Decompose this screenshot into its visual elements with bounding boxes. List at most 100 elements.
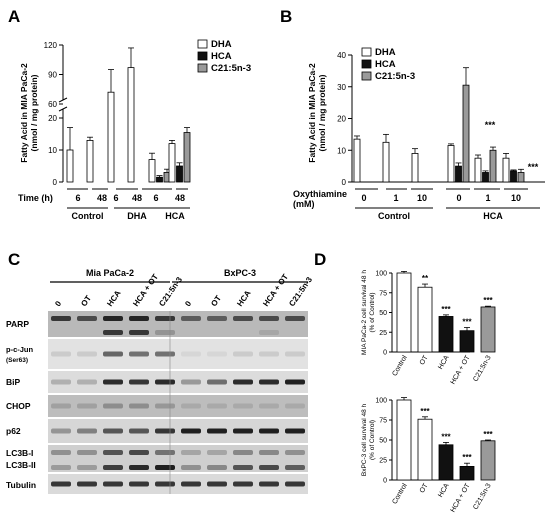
blot-band (259, 351, 279, 357)
blot-band (259, 316, 279, 321)
blot-band (285, 316, 305, 321)
blot-band (155, 351, 175, 357)
time-label: 6 (75, 193, 80, 203)
group-label: Control (72, 211, 104, 221)
panel-letter-d: D (314, 250, 326, 269)
row-label: LC3B-I (6, 448, 33, 458)
lane-label: C21:5n-3 (157, 275, 184, 308)
time-label: 48 (175, 193, 185, 203)
lane-label: 0 (53, 299, 63, 308)
blot-band (207, 481, 227, 487)
blot-band (259, 379, 279, 385)
group-label: Control (378, 211, 410, 221)
dose-label: 0 (361, 193, 366, 203)
y-tick-label: 20 (337, 115, 346, 124)
blot-band (259, 465, 279, 470)
row-label-time: Time (h) (18, 193, 53, 203)
blot-band (233, 428, 253, 434)
y-tick-label: 60 (48, 100, 57, 109)
significance-label: *** (441, 305, 451, 314)
blot-band (259, 481, 279, 487)
legend-swatch (361, 47, 372, 57)
blot-band (285, 379, 305, 385)
bar (474, 157, 482, 183)
legend-label: HCA (211, 51, 232, 62)
y-tick-label: 10 (337, 146, 346, 155)
blot-band (103, 351, 123, 357)
row-label: Tubulin (6, 480, 36, 490)
blot-band (155, 403, 175, 409)
bar (417, 286, 433, 353)
legend-label: DHA (375, 47, 396, 58)
blot-band (233, 379, 253, 385)
blot-band (181, 450, 201, 455)
blot-band (181, 379, 201, 385)
bar (480, 306, 496, 353)
significance-label: *** (483, 430, 493, 439)
blot-band (181, 351, 201, 357)
y-tick-label: 50 (379, 438, 387, 445)
blot-band (77, 379, 97, 385)
blot-band (155, 481, 175, 487)
blot-band (129, 450, 149, 455)
panel-letter-a: A (8, 7, 20, 26)
y-tick-label: 100 (375, 398, 387, 405)
group-label: DHA (127, 211, 147, 221)
blot-band (285, 450, 305, 455)
bar (183, 132, 191, 183)
significance-label: *** (441, 432, 451, 441)
legend-swatch (197, 39, 208, 49)
dose-label: 10 (511, 193, 521, 203)
legend-label: C21:5n-3 (211, 63, 251, 74)
bar (482, 172, 489, 183)
lane-label: HCA (235, 289, 252, 309)
bar (510, 170, 517, 183)
row-label: CHOP (6, 401, 31, 411)
blot-strip (48, 339, 308, 369)
blot-band (77, 481, 97, 487)
blot-band (129, 481, 149, 487)
blot-band (103, 379, 123, 385)
bar (455, 165, 462, 183)
significance-label: *** (462, 453, 472, 462)
bar (480, 440, 496, 481)
blot-band (285, 465, 305, 470)
blot-band (51, 450, 71, 455)
legend-label: C21:5n-3 (375, 71, 415, 82)
bar (459, 330, 475, 353)
cell-line-label: BxPC-3 (224, 268, 256, 278)
blot-band (155, 379, 175, 385)
blot-band (51, 379, 71, 385)
dose-label: 10 (417, 193, 427, 203)
blot-band (181, 428, 201, 434)
group-label: HCA (483, 211, 503, 221)
blot-band (129, 428, 149, 434)
legend-swatch (361, 59, 372, 69)
blot-band (155, 330, 175, 335)
blot-band (155, 316, 175, 321)
blot-band (51, 465, 71, 470)
blot-band (233, 351, 253, 357)
blot-band (155, 428, 175, 434)
blot-band (155, 465, 175, 470)
y-tick-label: 40 (337, 51, 346, 60)
bar (396, 399, 412, 481)
axis-break-mark (58, 106, 68, 112)
lane-label: 0 (183, 299, 193, 308)
lane-label: OT (209, 294, 223, 308)
legend-swatch (197, 51, 208, 61)
blot-band (285, 428, 305, 434)
blot-band (103, 403, 123, 409)
category-label: C21:5n-3 (472, 354, 493, 383)
blot-band (103, 428, 123, 434)
blot-strip (48, 311, 308, 337)
time-label: 6 (113, 193, 118, 203)
blot-strip (48, 371, 308, 393)
lane-label: HCA (105, 289, 122, 309)
y-tick-label: 0 (383, 350, 387, 357)
bar (438, 444, 454, 481)
significance-label: *** (528, 162, 539, 172)
blot-band (51, 481, 71, 487)
blot-band (103, 450, 123, 455)
